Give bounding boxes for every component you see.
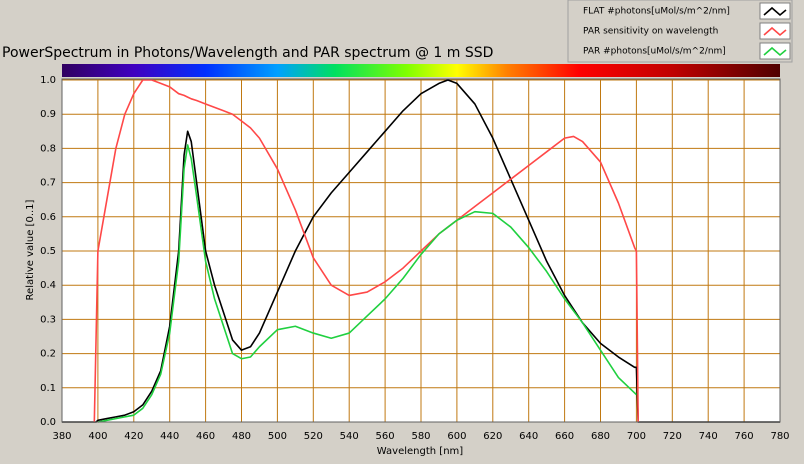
x-tick-label: 620 (483, 431, 502, 442)
x-tick-label: 420 (124, 431, 143, 442)
x-tick-label: 560 (376, 431, 395, 442)
y-tick-label: 0.4 (40, 280, 56, 291)
x-tick-label: 500 (268, 431, 287, 442)
y-tick-label: 0.2 (40, 349, 56, 360)
y-tick-label: 0.3 (40, 314, 56, 325)
series-line (97, 144, 637, 423)
x-tick-label: 720 (663, 431, 682, 442)
x-tick-label: 780 (770, 431, 789, 442)
x-tick-label: 440 (160, 431, 179, 442)
x-tick-label: 740 (699, 431, 718, 442)
lines (62, 79, 780, 423)
x-tick-label: 520 (304, 431, 323, 442)
x-tick-label: 700 (627, 431, 646, 442)
chart-title: PowerSpectrum in Photons/Wavelength and … (2, 45, 493, 61)
y-tick-label: 0.5 (40, 246, 56, 257)
legend-label: FLAT #photons[uMol/s/m^2/nm] (583, 7, 730, 17)
series-line (93, 79, 639, 423)
y-tick-label: 0.0 (40, 417, 56, 428)
x-tick-label: 640 (519, 431, 538, 442)
y-axis-label: Relative value [0..1] (25, 199, 36, 300)
x-tick-label: 600 (447, 431, 466, 442)
x-tick-label: 460 (196, 431, 215, 442)
legend-items: FLAT #photons[uMol/s/m^2/nm] PAR sensitiv… (583, 2, 791, 60)
y-tick-label: 0.6 (40, 212, 56, 223)
x-tick-label: 540 (340, 431, 359, 442)
x-tick-label: 580 (411, 431, 430, 442)
x-tick-label: 380 (52, 431, 71, 442)
y-tick-label: 0.7 (40, 178, 56, 189)
y-tick-label: 0.9 (40, 109, 56, 120)
y-tick-label: 1.0 (40, 75, 56, 86)
x-axis-label: Wavelength [nm] (377, 446, 463, 457)
legend-line (763, 46, 787, 57)
legend-label: PAR sensitivity on wavelength (583, 27, 718, 37)
y-tick-label: 0.8 (40, 143, 56, 154)
spectrum-bar (62, 64, 780, 77)
x-tick-label: 400 (88, 431, 107, 442)
legend (567, 0, 793, 63)
legend-line (763, 26, 787, 37)
legend-label: PAR #photons[uMol/s/m^2/nm] (583, 47, 726, 57)
x-tick-label: 680 (591, 431, 610, 442)
legend-line (763, 6, 787, 17)
y-tick-label: 0.1 (40, 383, 56, 394)
plot-frame (61, 78, 781, 423)
x-tick-label: 760 (735, 431, 754, 442)
x-tick-label: 660 (555, 431, 574, 442)
x-tick-label: 480 (232, 431, 251, 442)
series-line (62, 79, 780, 423)
